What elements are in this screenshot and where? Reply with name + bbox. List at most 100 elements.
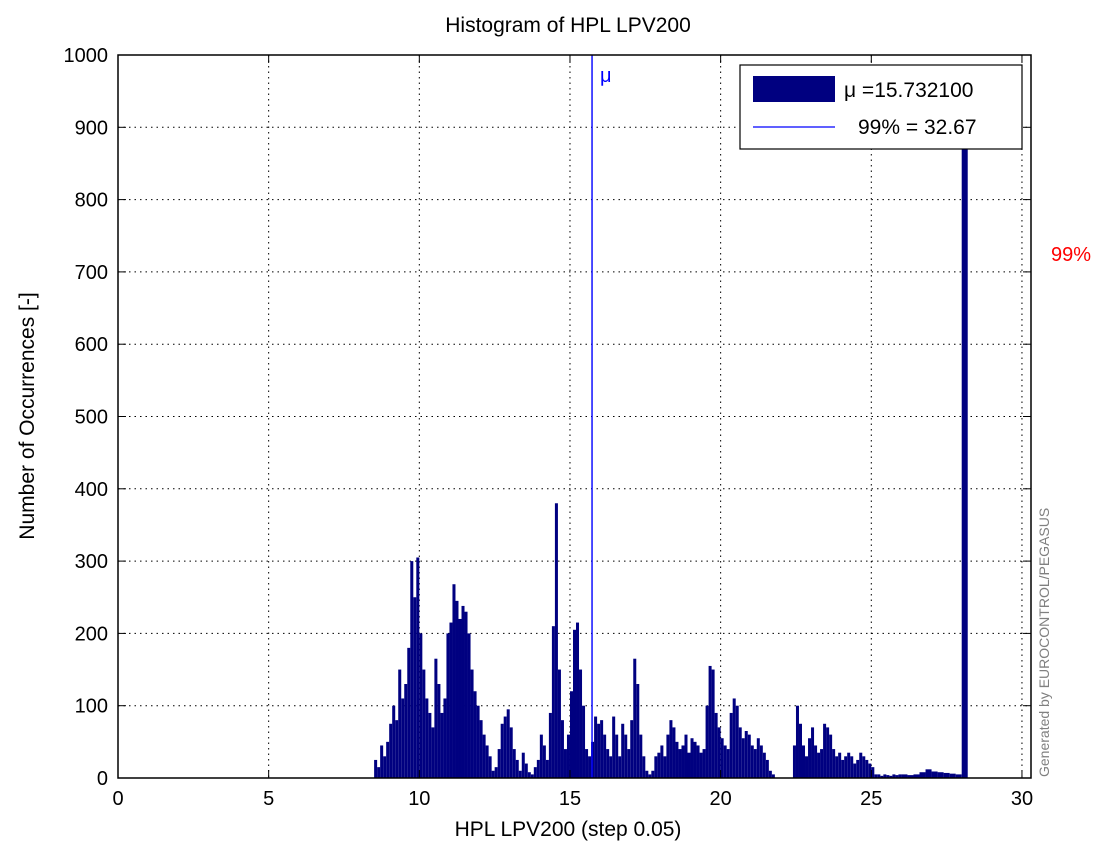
histogram-bar [874, 774, 878, 778]
histogram-bar [386, 741, 390, 778]
histogram-bar [820, 749, 824, 778]
x-axis-label: HPL LPV200 (step 0.05) [455, 818, 682, 841]
histogram-bar [672, 727, 676, 778]
histogram-bar [612, 716, 616, 778]
histogram-bar [669, 720, 673, 778]
histogram-bar [485, 745, 489, 778]
histogram-bar [883, 774, 887, 778]
histogram-bar [651, 770, 655, 778]
histogram-bar [726, 749, 730, 778]
histogram-bar [711, 669, 715, 778]
y-tick-label: 700 [75, 262, 108, 284]
y-tick-label: 600 [75, 334, 108, 356]
histogram-bar [440, 712, 444, 778]
histogram-bar [961, 105, 968, 779]
histogram-bar [756, 738, 760, 778]
histogram-bar [446, 633, 450, 778]
histogram-bar [594, 716, 598, 778]
histogram-bar [699, 752, 703, 778]
histogram-bar [488, 756, 492, 778]
histogram-bar [654, 756, 658, 778]
histogram-bar [862, 756, 866, 778]
histogram-bar [419, 633, 423, 778]
y-tick-labels: 0 100 200 300 400 500 600 700 800 900 1000 [64, 45, 109, 790]
histogram-bar [401, 698, 405, 778]
histogram-bar [741, 738, 745, 778]
histogram-bar [600, 720, 604, 778]
histogram-bar [795, 705, 799, 778]
histogram-bar [666, 734, 670, 778]
x-tick-label: 20 [710, 788, 732, 810]
mean-label: μ [600, 65, 612, 87]
histogram-bar [832, 749, 836, 778]
histogram-bar [569, 691, 573, 778]
histogram-bar [645, 770, 649, 778]
histogram-bar [886, 775, 890, 778]
histogram-bar [482, 734, 486, 778]
histogram-bar [898, 774, 902, 778]
legend-entry-percentile: 99% = 32.67 [858, 116, 977, 139]
histogram-bar [542, 745, 546, 778]
histogram-bar [452, 584, 456, 778]
histogram-bar [919, 772, 926, 778]
histogram-bar [515, 759, 519, 778]
histogram-bar [892, 774, 896, 778]
histogram-bar [738, 727, 742, 778]
histogram-bar [545, 759, 549, 778]
histogram-bar [838, 752, 842, 778]
histogram-bar [374, 759, 378, 778]
histogram-bar [479, 720, 483, 778]
histogram-bar [877, 774, 881, 778]
histogram-bar [826, 727, 830, 778]
x-tick-label: 5 [263, 788, 274, 810]
histogram-bar [512, 749, 516, 778]
histogram-bar [705, 705, 709, 778]
x-tick-label: 10 [408, 788, 430, 810]
histogram-bar [597, 723, 601, 778]
x-tick-labels: 0 5 10 15 20 25 30 [112, 788, 1033, 810]
histogram-bar [572, 629, 577, 778]
histogram-bar [636, 684, 640, 778]
histogram-bar [868, 763, 872, 778]
histogram-bar [913, 774, 920, 778]
histogram-bar [416, 557, 420, 778]
histogram-bar [609, 756, 613, 778]
histogram-bar [410, 561, 414, 778]
histogram-bar [943, 772, 950, 778]
histogram-bar [527, 772, 531, 778]
histogram-bar [835, 756, 839, 778]
histogram-bar [823, 723, 827, 778]
histogram-bar [588, 756, 592, 778]
histogram-bar [395, 720, 399, 778]
legend-entry-mean: μ =15.732100 [844, 79, 973, 102]
histogram-bar [518, 770, 522, 778]
histogram-bar [729, 712, 733, 778]
histogram-bar [841, 759, 845, 778]
histogram-bar [925, 769, 932, 778]
histogram-bar [509, 727, 513, 778]
histogram-bar [681, 745, 685, 778]
histogram-bar [449, 622, 453, 778]
histogram-bar [476, 705, 480, 778]
histogram-bar [404, 684, 408, 778]
histogram-bar [657, 752, 661, 778]
histogram-bar [955, 774, 962, 778]
watermark-text: Generated by EUROCONTROL/PEGASUS [1036, 508, 1052, 777]
histogram-bar [633, 658, 637, 778]
histogram-bar [503, 716, 507, 778]
histogram-bar [413, 597, 417, 778]
histogram-bar [744, 731, 748, 778]
histogram-bar [708, 665, 712, 778]
histogram-bar [865, 759, 869, 778]
histogram-bar [901, 774, 908, 778]
histogram-bar [497, 749, 501, 778]
histogram-bar [931, 771, 938, 778]
histogram-bar [771, 774, 775, 778]
y-tick-label: 100 [75, 696, 108, 718]
histogram-bar [615, 734, 619, 778]
histogram-bar [536, 759, 540, 778]
histogram-bar [428, 712, 432, 778]
histogram-bar [798, 723, 802, 778]
histogram-bar [524, 763, 528, 778]
